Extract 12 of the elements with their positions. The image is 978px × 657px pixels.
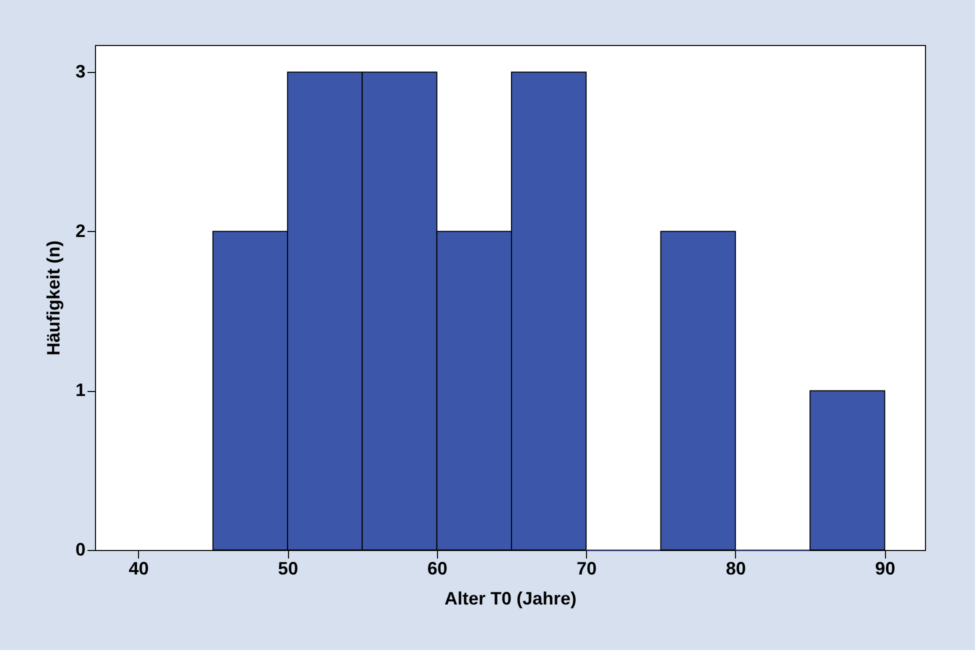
- x-tick-label: 50: [278, 558, 298, 578]
- x-tick-label: 90: [875, 558, 896, 578]
- x-tick-label: 40: [128, 558, 149, 578]
- y-tick-label: 1: [75, 380, 86, 400]
- x-tick-label: 60: [427, 558, 448, 578]
- y-axis-title: Häufigkeit (n): [43, 240, 64, 356]
- y-tick-label: 3: [75, 62, 86, 82]
- x-tick-label: 70: [576, 558, 597, 578]
- y-tick-label: 2: [75, 220, 86, 241]
- x-axis-title: Alter T0 (Jahre): [444, 588, 577, 608]
- x-tick-label: 80: [726, 558, 746, 578]
- y-tick-label: 0: [75, 540, 86, 560]
